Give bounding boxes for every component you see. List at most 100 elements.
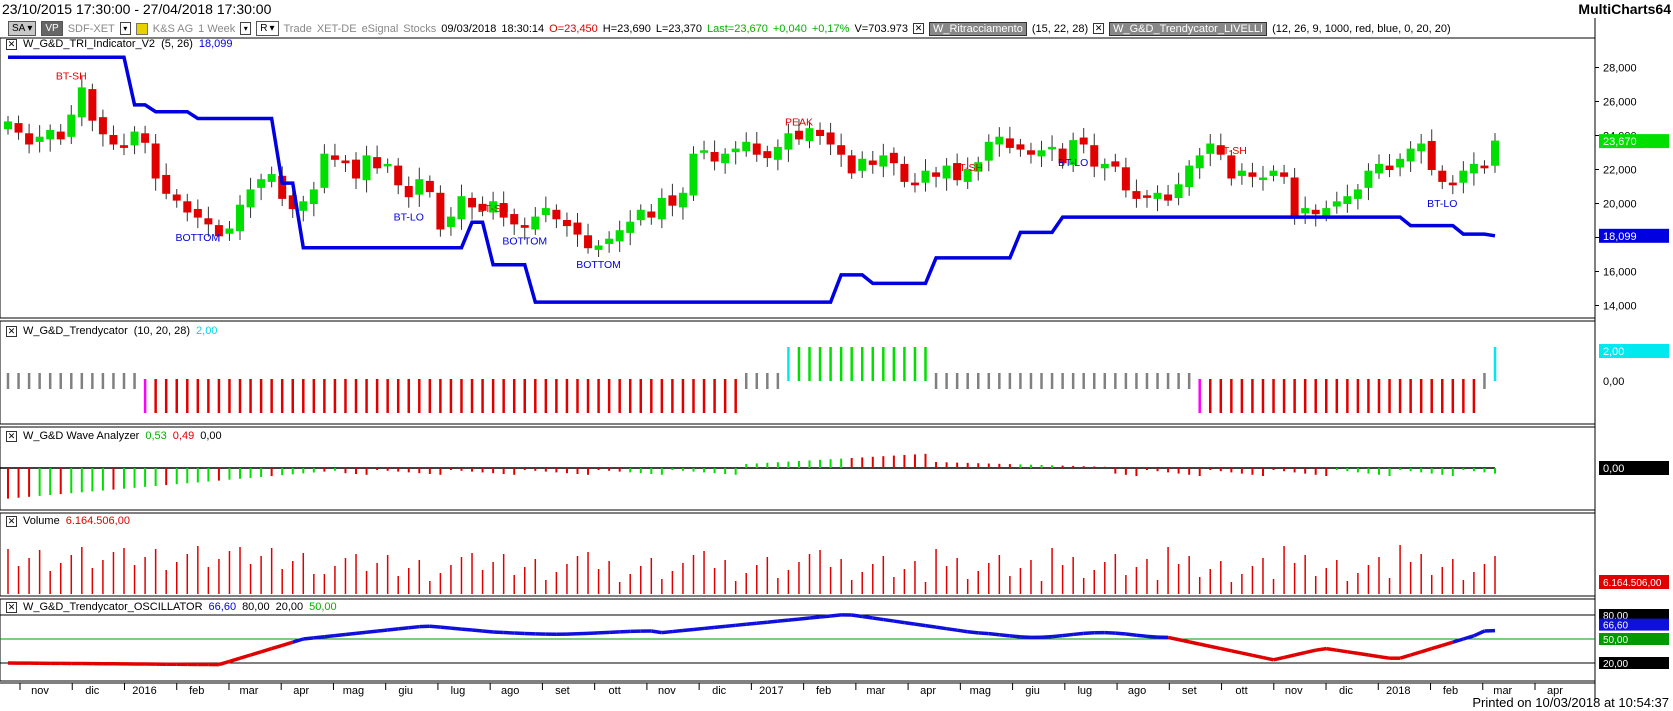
trend-tick-label: 0,00 (1603, 376, 1624, 388)
candle-body (1079, 137, 1088, 145)
candle-body (1280, 172, 1289, 177)
timeframe-dropdown-icon[interactable]: ▾ (240, 22, 252, 35)
quote-change: +0,040 (772, 22, 807, 35)
oscillator-v1: 66,60 (208, 601, 237, 613)
close-icon[interactable]: ✕ (1093, 23, 1105, 34)
annotation-label: PEAK (785, 116, 813, 128)
time-tick-label: ott (609, 685, 621, 697)
candle-body (794, 130, 803, 140)
osc-line-segment (1368, 653, 1380, 659)
candle-body (520, 225, 529, 228)
time-tick-label: lug (451, 685, 466, 697)
main-indicator-params: (5, 26) (161, 38, 193, 50)
osc-line-segment (1294, 650, 1306, 657)
annotation-label: BT-SH (1216, 145, 1247, 157)
osc-line-segment (493, 630, 504, 635)
candle-body (193, 208, 202, 218)
volume-bars (7, 545, 1496, 594)
close-icon[interactable]: ✕ (6, 38, 17, 50)
osc-line-segment (1178, 637, 1190, 644)
candle-body (1026, 150, 1035, 155)
osc-line-segment (988, 631, 1000, 637)
time-tick-label: giu (1025, 685, 1040, 697)
osc-line-segment (503, 630, 515, 635)
vp-button[interactable]: VP (41, 21, 63, 36)
candle-body (900, 163, 909, 182)
volume-value-label: 6.164.506,00 (1603, 578, 1662, 589)
candle-body (236, 204, 245, 232)
annotation-label: BT-LO (394, 212, 424, 224)
candle-body (468, 197, 477, 208)
price-candles[interactable] (4, 75, 1499, 258)
candle-body (394, 165, 403, 186)
study-trendycator-livelli[interactable]: W_G&D_Trendycator_LIVELLI (1109, 21, 1268, 36)
candle-body (299, 201, 308, 211)
close-icon[interactable]: ✕ (6, 430, 17, 442)
osc-line-segment (1230, 649, 1243, 655)
symbol-button[interactable]: SA ▾ (8, 21, 37, 36)
quote-last: Last=23,670 (707, 22, 768, 35)
candle-body (594, 245, 603, 250)
candle-body (1121, 167, 1130, 191)
close-icon[interactable]: ✕ (6, 601, 17, 613)
close-icon[interactable]: ✕ (912, 23, 924, 34)
candle-body (552, 209, 561, 220)
osc-line-segment (408, 624, 420, 630)
wave-bars (0, 453, 1496, 499)
candle-body (151, 143, 160, 179)
close-icon[interactable]: ✕ (6, 515, 17, 527)
osc-line-segment (1410, 650, 1422, 657)
osc-value-label: 20,00 (1603, 659, 1628, 670)
candle-body (889, 152, 898, 164)
chart-type-button[interactable]: R ▾ (256, 21, 279, 36)
quote-volume: V=703.973 (854, 22, 908, 35)
candle-body (1290, 177, 1299, 216)
osc-line-segment (851, 613, 863, 619)
feed-label: eSignal (361, 22, 399, 35)
pane-title-main: ✕ W_G&D_TRI_Indicator_V2 (5, 26) 18,099 (6, 38, 233, 50)
candle-body (1396, 158, 1405, 168)
osc-line-segment (471, 628, 483, 633)
quote-time: 18:30:14 (501, 22, 545, 35)
candle-body (341, 160, 350, 164)
candle-body (984, 141, 993, 161)
candle-body (858, 158, 867, 171)
candle-body (868, 160, 877, 165)
osc-line-segment (735, 622, 747, 628)
osc-line-segment (292, 637, 304, 644)
osc-line-segment (260, 646, 273, 654)
osc-line-segment (1125, 632, 1137, 637)
candle-body (204, 218, 213, 225)
time-tick-label: ago (501, 685, 519, 697)
candle-body (46, 129, 55, 140)
symbol-dropdown-icon[interactable]: ▾ (119, 22, 131, 35)
candle-body (362, 155, 371, 181)
volume-value: 6.164.506,00 (65, 515, 130, 527)
study-ritracciamento[interactable]: W_Ritracciamento (928, 21, 1027, 36)
link-icon[interactable] (135, 22, 148, 35)
candle-body (172, 194, 181, 201)
time-tick-label: set (555, 685, 570, 697)
wave-value-bg (1599, 461, 1669, 475)
candle-body (373, 157, 382, 169)
last-price-label: 23,670 (1603, 136, 1637, 148)
candle-body (1142, 195, 1151, 198)
price-tick-label: 28,000 (1603, 63, 1637, 75)
osc-line-segment (271, 643, 283, 651)
candle-body (700, 150, 709, 153)
candle-body (1406, 148, 1415, 162)
osc-line-segment (1220, 646, 1232, 653)
oscillator-v4: 50,00 (309, 601, 337, 613)
candle-body (1311, 209, 1320, 215)
candle-body (731, 148, 740, 153)
candle-body (974, 162, 983, 172)
candle-body (773, 146, 782, 160)
volume-name: Volume (23, 515, 60, 527)
osc-value-bg (1599, 633, 1669, 645)
candle-body (615, 230, 624, 242)
close-icon[interactable]: ✕ (6, 325, 17, 337)
osc-line-segment (1072, 631, 1084, 637)
osc-line-segment (1315, 646, 1327, 652)
candle-body (1132, 191, 1141, 199)
